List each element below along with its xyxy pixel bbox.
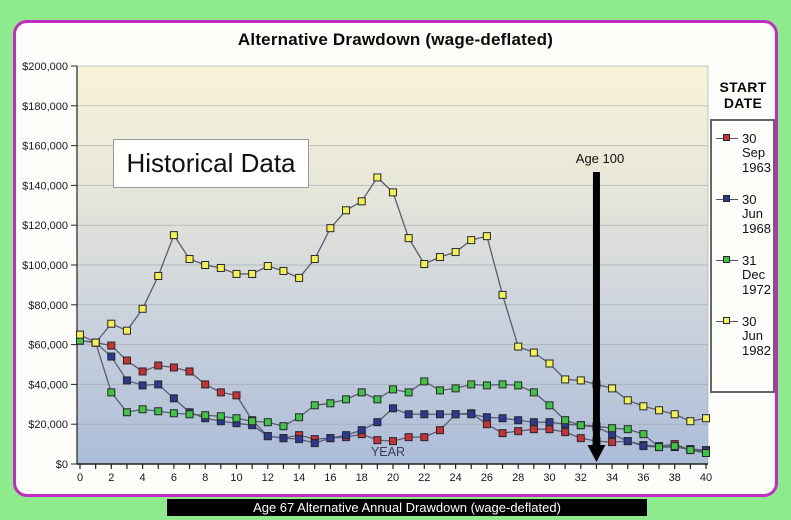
legend-label: 1968 xyxy=(742,221,771,236)
legend-label: Dec xyxy=(742,267,766,282)
legend-label: Jun xyxy=(742,328,763,343)
legend-label: Sep xyxy=(742,145,766,160)
chart-title: Alternative Drawdown (wage-deflated) xyxy=(237,30,554,49)
legend-label: 31 xyxy=(742,252,757,268)
legend-label: 1982 xyxy=(742,343,771,358)
legend-label: 1963 xyxy=(742,160,771,175)
legend-marker-icon xyxy=(716,316,738,324)
legend-marker-icon xyxy=(716,255,738,263)
legend-label: Jun xyxy=(742,206,763,221)
legend-label: 30 xyxy=(742,130,757,146)
legend-item: 30 Jun 1982 xyxy=(716,314,773,358)
legend-item: 31 Dec 1972 xyxy=(716,253,773,297)
x-axis-title: YEAR xyxy=(370,445,406,459)
legend: 30 Sep 1963 30 Jun 1968 31 Dec 1972 30 Jun 1982 xyxy=(710,119,775,393)
legend-label: 30 xyxy=(742,191,757,207)
age-100-label: Age 100 xyxy=(575,151,625,166)
legend-item: 30 Jun 1968 xyxy=(716,192,773,236)
legend-label: 30 xyxy=(742,313,757,329)
legend-title-line2: DATE xyxy=(723,95,763,112)
legend-title-line1: START xyxy=(719,79,767,95)
legend-item: 30 Sep 1963 xyxy=(716,131,773,175)
legend-label: 1972 xyxy=(742,282,771,297)
legend-marker-icon xyxy=(716,133,738,141)
legend-marker-icon xyxy=(716,194,738,202)
footer-caption: Age 67 Alternative Annual Drawdown (wage… xyxy=(167,499,647,516)
legend-title: START DATE xyxy=(710,79,776,111)
historical-data-label: Historical Data xyxy=(113,139,309,188)
chart-card xyxy=(13,20,778,497)
